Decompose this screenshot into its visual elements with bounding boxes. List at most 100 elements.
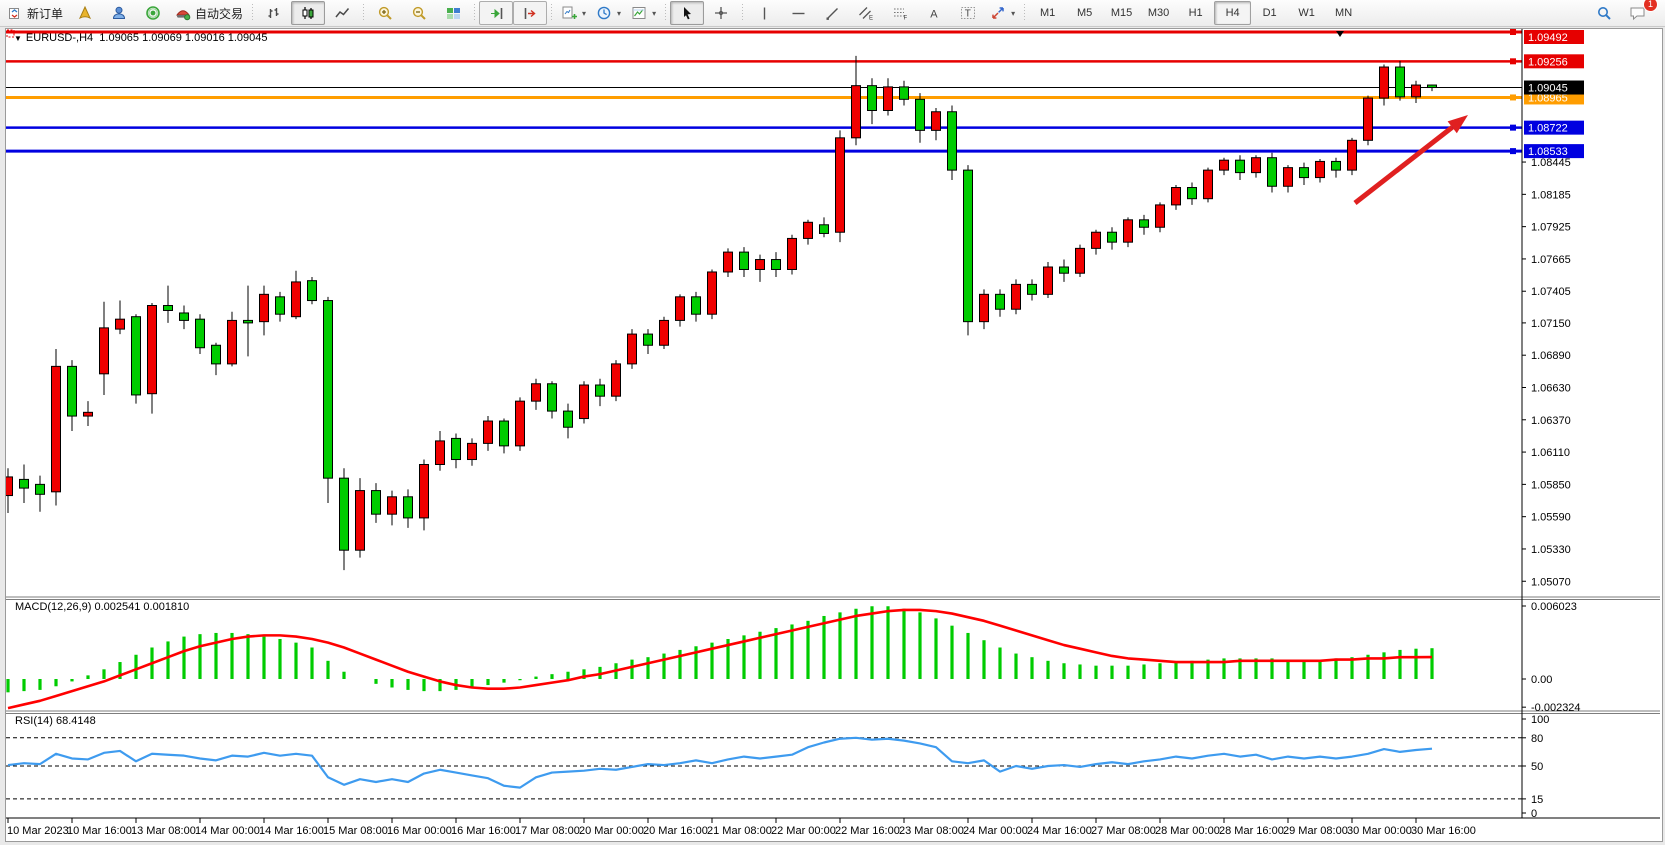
line-handle[interactable] — [1510, 94, 1516, 101]
svg-text:50: 50 — [1531, 761, 1543, 773]
notification-badge: 1 — [1643, 0, 1658, 12]
svg-text:14 Mar 00:00: 14 Mar 00:00 — [195, 825, 260, 837]
arrows-icon — [992, 7, 1004, 19]
svg-text:80: 80 — [1531, 733, 1543, 745]
line-handle[interactable] — [1510, 29, 1516, 35]
trendline-button[interactable] — [815, 1, 849, 25]
crosshair-button[interactable] — [704, 1, 738, 25]
main-toolbar: 新订单 自动交易 — [0, 0, 1665, 27]
line-handle[interactable] — [1510, 148, 1516, 155]
fibonacci-button[interactable]: F — [883, 1, 917, 25]
metaeditor-icon — [78, 5, 92, 20]
line-chart-button[interactable] — [325, 1, 359, 25]
chart-canvas[interactable]: 1.08445 1.08185 1.07925 1.07665 1.07405 1.071… — [3, 29, 1660, 839]
toolbar-group-chart-type — [257, 0, 359, 26]
vertical-line-icon — [763, 7, 765, 19]
auto-scroll-button[interactable] — [479, 1, 514, 25]
timeframe-m1-button[interactable]: M1 — [1039, 7, 1056, 19]
svg-text:30 Mar 00:00: 30 Mar 00:00 — [1347, 825, 1412, 837]
new-chart-icon — [562, 6, 578, 19]
community-button[interactable] — [102, 1, 136, 25]
line-handle[interactable] — [1510, 58, 1516, 65]
timeframe-h4-button[interactable]: H4 — [1214, 1, 1252, 25]
chart-shift-marker[interactable] — [1336, 31, 1344, 37]
svg-text:1.08533: 1.08533 — [1528, 146, 1568, 158]
tile-windows-icon — [446, 7, 460, 19]
chart-ohlc-values: 1.09065 1.09069 1.09016 1.09045 — [99, 32, 268, 44]
periods-button[interactable]: ▾ — [591, 1, 626, 25]
macd-indicator-label: MACD(12,26,9) 0.002541 0.001810 — [15, 601, 190, 613]
line-chart-icon — [334, 7, 349, 17]
price-axis[interactable]: 1.08445 1.08185 1.07925 1.07665 1.07405 1.071… — [1521, 29, 1584, 820]
price-level-label — [1524, 120, 1584, 135]
svg-text:14 Mar 16:00: 14 Mar 16:00 — [259, 825, 324, 837]
zoom-in-button[interactable] — [368, 1, 402, 25]
horizontal-lines-layer[interactable] — [6, 29, 1522, 155]
zoom-out-button[interactable] — [402, 1, 436, 25]
new-order-button[interactable]: 新订单 — [3, 1, 68, 25]
timeframe-w1-button[interactable]: W1 — [1298, 7, 1315, 19]
text-label-button[interactable]: T — [951, 1, 985, 25]
autotrading-button[interactable]: 自动交易 — [170, 1, 248, 25]
tile-windows-button[interactable] — [436, 1, 470, 25]
bar-chart-button[interactable] — [257, 1, 291, 25]
svg-text:1.08722: 1.08722 — [1528, 123, 1568, 135]
svg-text:20 Mar 16:00: 20 Mar 16:00 — [643, 825, 708, 837]
cursor-icon — [684, 7, 692, 20]
new-chart-button[interactable]: ▾ — [556, 1, 591, 25]
trend-arrow-annotation[interactable] — [1353, 115, 1468, 205]
svg-text:1.09045: 1.09045 — [1528, 83, 1568, 95]
svg-text:1.06630: 1.06630 — [1531, 382, 1571, 394]
price-level-label — [1524, 144, 1584, 159]
svg-text:16 Mar 16:00: 16 Mar 16:00 — [451, 825, 516, 837]
toolbar-group-scroll — [479, 0, 548, 26]
chart-title: ▼ EURUSD-,H4 1.09065 1.09069 1.09016 1.09… — [14, 32, 268, 44]
candles-layer — [3, 55, 1437, 571]
rsi-line — [7, 736, 1433, 789]
new-order-icon — [9, 7, 19, 19]
toolbar-grip — [1022, 4, 1028, 22]
dropdown-caret: ▾ — [617, 8, 622, 18]
svg-text:0.00: 0.00 — [1531, 674, 1552, 686]
line-handle[interactable] — [1510, 124, 1516, 131]
bar-chart-icon — [268, 7, 279, 18]
zoom-out-icon — [412, 6, 426, 20]
search-button[interactable] — [1587, 1, 1621, 25]
text-button[interactable]: A — [917, 1, 951, 25]
zoom-in-icon — [378, 6, 392, 20]
notifications-button[interactable]: 1 — [1621, 0, 1658, 25]
svg-text:29 Mar 08:00: 29 Mar 08:00 — [1283, 825, 1348, 837]
equidistant-channel-button[interactable]: E — [849, 1, 883, 25]
toolbar-grip — [250, 4, 256, 22]
toolbar-group-right: 1 — [1587, 0, 1665, 26]
svg-text:21 Mar 08:00: 21 Mar 08:00 — [707, 825, 772, 837]
rsi-indicator-label: RSI(14) 68.4148 — [15, 715, 96, 727]
vertical-line-button[interactable] — [747, 1, 781, 25]
signals-button[interactable] — [136, 1, 170, 25]
symbol-dropdown-icon[interactable]: ▼ — [14, 34, 22, 43]
timeframe-m5-button[interactable]: M5 — [1076, 7, 1093, 19]
user-icon — [113, 6, 126, 19]
periods-icon — [597, 6, 611, 20]
cursor-button[interactable] — [670, 1, 705, 25]
timeframe-d1-button[interactable]: D1 — [1262, 7, 1277, 19]
timeframe-mn-button[interactable]: MN — [1335, 7, 1353, 19]
new-order-label: 新订单 — [27, 6, 64, 21]
timeframe-h1-button[interactable]: H1 — [1188, 7, 1203, 19]
timeframe-m30-button[interactable]: M30 — [1147, 7, 1170, 19]
metaeditor-button[interactable] — [68, 1, 102, 25]
svg-text:1.07150: 1.07150 — [1531, 318, 1571, 330]
chart-shift-button[interactable] — [513, 1, 548, 25]
timeframe-m15-button[interactable]: M15 — [1110, 7, 1133, 19]
horizontal-line-button[interactable] — [781, 1, 815, 25]
svg-text:22 Mar 00:00: 22 Mar 00:00 — [771, 825, 836, 837]
templates-button[interactable]: ▾ — [626, 1, 661, 25]
candlestick-chart-button[interactable] — [291, 1, 326, 25]
svg-text:1.05850: 1.05850 — [1531, 479, 1571, 491]
chart-symbol-period: EURUSD-,H4 — [25, 32, 94, 44]
toolbar-grip — [663, 4, 669, 22]
equidistant-channel-icon: E — [859, 7, 873, 21]
svg-text:22 Mar 16:00: 22 Mar 16:00 — [835, 825, 900, 837]
arrows-button[interactable]: ▾ — [985, 1, 1020, 25]
